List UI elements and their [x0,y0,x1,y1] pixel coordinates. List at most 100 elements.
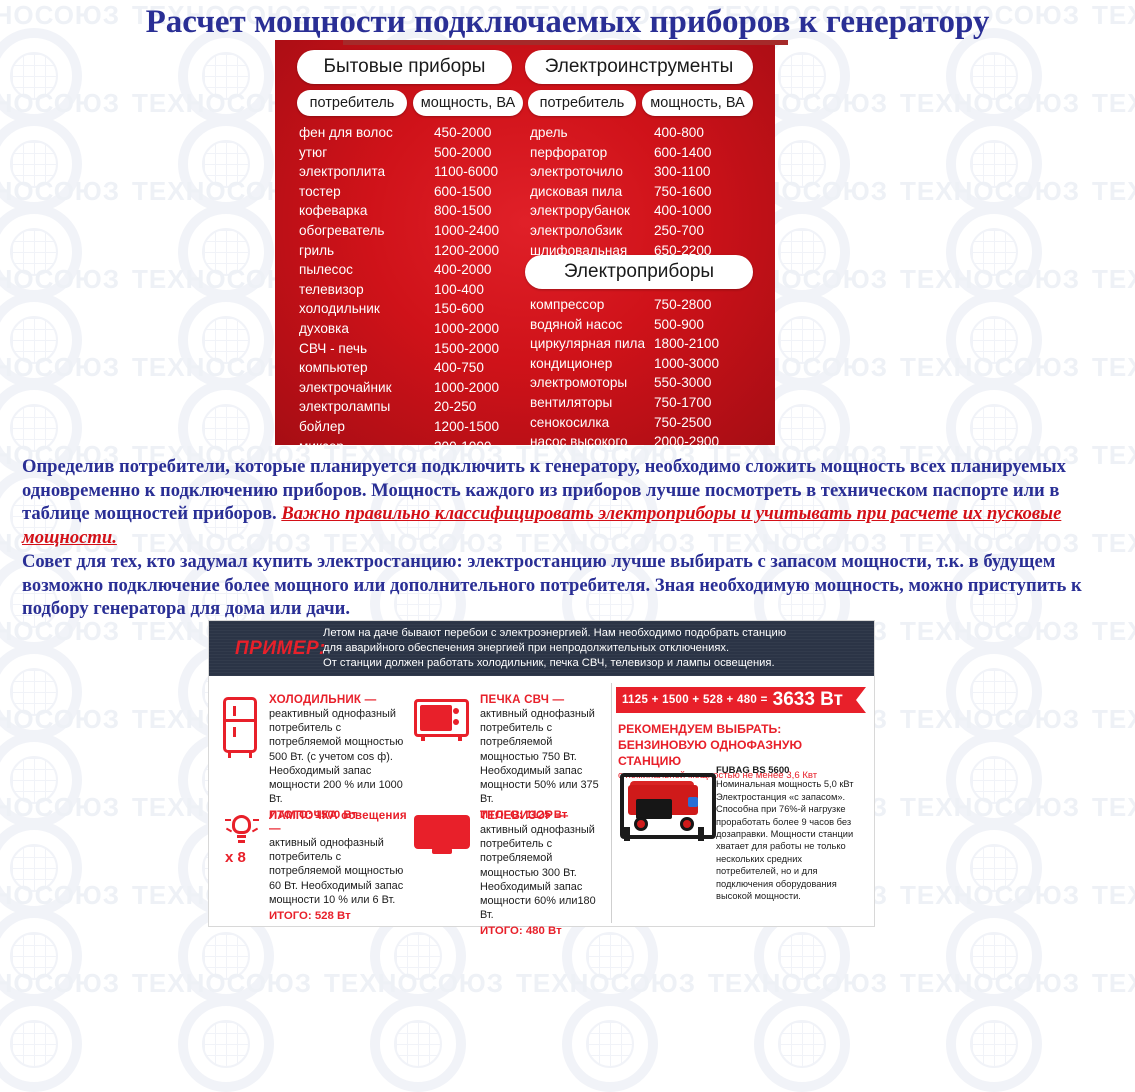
table-cell-power: 1000-3000 [654,355,720,371]
page-title: Расчет мощности подключаемых приборов к … [145,4,990,40]
watermark-text: ТЕХНОСОЮЗ [324,968,505,998]
column-header-household-name: потребитель [297,90,407,116]
watermark-text: ТЕХНОСОЮЗ [0,968,121,998]
table-row: обогреватель 1000-2400 [299,221,539,241]
watermark-globe-icon [0,28,82,124]
paragraph-two: Совет для тех, кто задумал купить электр… [22,551,1082,619]
table-row: бойлер 1200-1500 [299,417,539,437]
table-cell-power: 1000-2000 [434,320,500,336]
table-cell-name: гриль [299,242,335,258]
watermark-text: ТЕХНОСОЮЗ [900,88,1081,118]
watermark-text: ТЕХНОСОЮЗ [1092,88,1135,118]
table-cell-power: 750-2500 [654,414,712,430]
table-row: электролампы 20-250 [299,397,539,417]
example-item-title: ЛАМПОЧКА освещения — [269,809,407,835]
table-cell-power: 400-1000 [654,203,712,219]
table-column-household: фен для волос 450-2000 утюг 500-2000 электро… [299,123,539,445]
watermark-text: ТЕХНОСОЮЗ [132,968,313,998]
table-cell-name: электрочайник [299,379,392,395]
title-underline-rule [343,40,788,45]
example-item-tv: ТЕЛЕВИЗОР — активный однофазный потребит… [414,809,606,937]
table-row: пылесос 400-2000 [299,260,539,280]
table-row: телевизор 100-400 [299,280,539,300]
table-row: вентиляторы 750-1700 [530,393,759,413]
table-cell-power: 1800-2100 [654,336,720,352]
example-intro-line-2: для аварийного обеспечения энергией при … [323,641,730,654]
watermark-text: ТЕХНОСОЮЗ [900,616,1081,646]
example-intro: Летом на даче бывают перебои с электроэн… [317,626,863,672]
table-cell-name: водяной насос [530,316,623,332]
watermark-text: ТЕХНОСОЮЗ [1092,264,1135,294]
table-row: электроточило 300-1100 [530,162,759,182]
table-cell-name: электроточило [530,164,623,180]
table-cell-name: дрель [530,125,568,140]
watermark-text: ТЕХНОСОЮЗ [0,880,121,910]
table-cell-power: 600-1500 [434,183,492,199]
table-cell-power: 650-2200 [654,242,712,258]
table-cell-name: электролампы [299,399,391,415]
table-row: миксер200-1000 [299,437,539,446]
watermark-globe-icon [946,116,1042,212]
table-row: гриль 1200-2000 [299,241,539,261]
table-row: дрель 400-800 [530,123,759,143]
watermark-globe-icon [370,996,466,1092]
example-item-total: ИТОГО: 480 Вт [480,925,562,938]
table-cell-name: тостер [299,183,341,199]
watermark-text: ТЕХНОСОЮЗ [1092,968,1135,998]
paragraph-one: Определив потребители, которые планирует… [22,455,1117,549]
generator-spec-text: Номинальная мощность 5,0 кВт Электростан… [716,779,854,902]
table-cell-name: электрорубанок [530,203,630,219]
table-cell-power: 450-2000 [434,125,492,140]
summary-total-banner: 1125 + 1500 + 528 + 480 = 3633 Вт [616,687,866,713]
watermark-globe-icon [0,644,82,740]
watermark-globe-icon [0,996,82,1092]
example-item-title: ТЕЛЕВИЗОР — [480,809,569,822]
table-row: электромоторы 550-3000 [530,373,759,393]
table-cell-power: 150-600 [434,301,484,317]
table-cell-name: электроплита [299,164,386,180]
watermark-text: ТЕХНОСОЮЗ [900,792,1081,822]
watermark-text: ТЕХНОСОЮЗ [1092,352,1135,382]
table-cell-power: 750-1600 [654,183,712,199]
table-cell-name: утюг [299,144,328,160]
watermark-text: ТЕХНОСОЮЗ [900,880,1081,910]
watermark-text: ТЕХНОСОЮЗ [0,176,121,206]
example-item-total: ИТОГО: 1125 Вт [480,809,568,822]
table-cell-power: 600-1400 [654,144,712,160]
example-item-lamp: x 8 ЛАМПОЧКА освещения — активный однофа… [221,809,411,922]
watermark-globe-icon [946,28,1042,124]
watermark-text: ТЕХНОСОЮЗ [1092,792,1135,822]
tv-icon [414,815,470,855]
table-cell-name: компьютер [299,360,368,376]
watermark-globe-icon [946,204,1042,300]
table-row: циркулярная пила 1800-2100 [530,334,759,354]
watermark-text: ТЕХНОСОЮЗ [0,792,121,822]
table-cell-name: духовка [299,320,349,336]
table-cell-power: 100-400 [434,281,484,297]
watermark-globe-icon [0,820,82,916]
table-cell-name: фен для волос [299,125,393,140]
table-row: холодильник 150-600 [299,299,539,319]
table-row: тостер 600-1500 [299,182,539,202]
column-header-tools-name: потребитель [528,90,636,116]
example-header: ПРИМЕР: Летом на даче бывают перебои с э… [209,621,874,676]
table-column-appliances: компрессор 750-2800 водяной насос 500-900 ци… [530,295,759,445]
watermark-text: ТЕХНОСОЮЗ [1092,616,1135,646]
table-cell-name: дисковая пила [530,183,623,199]
description-text-block: Определив потребители, которые планирует… [22,455,1117,621]
table-row: электрочайник 1000-2000 [299,378,539,398]
table-cell-name: бойлер [299,418,345,434]
table-row: электроплита 1100-6000 [299,162,539,182]
watermark-text: ТЕХНОСОЮЗ [1092,704,1135,734]
table-cell-power: 400-800 [654,125,704,140]
summary-total-value: 3633 Вт [772,689,843,710]
watermark-text: ТЕХНОСОЮЗ [0,704,121,734]
generator-specs: FUBAG BS 5600 Номинальная мощность 5,0 к… [716,765,866,902]
watermark-globe-icon [178,292,274,388]
watermark-text: ТЕХНОСОЮЗ [516,968,697,998]
table-cell-name: электролобзик [530,222,623,238]
table-cell-name: сенокосилка [530,414,610,430]
table-cell-power: 300-1100 [654,164,711,180]
watermark-globe-icon [0,732,82,828]
example-item-title: ХОЛОДИЛЬНИК — [269,693,377,706]
